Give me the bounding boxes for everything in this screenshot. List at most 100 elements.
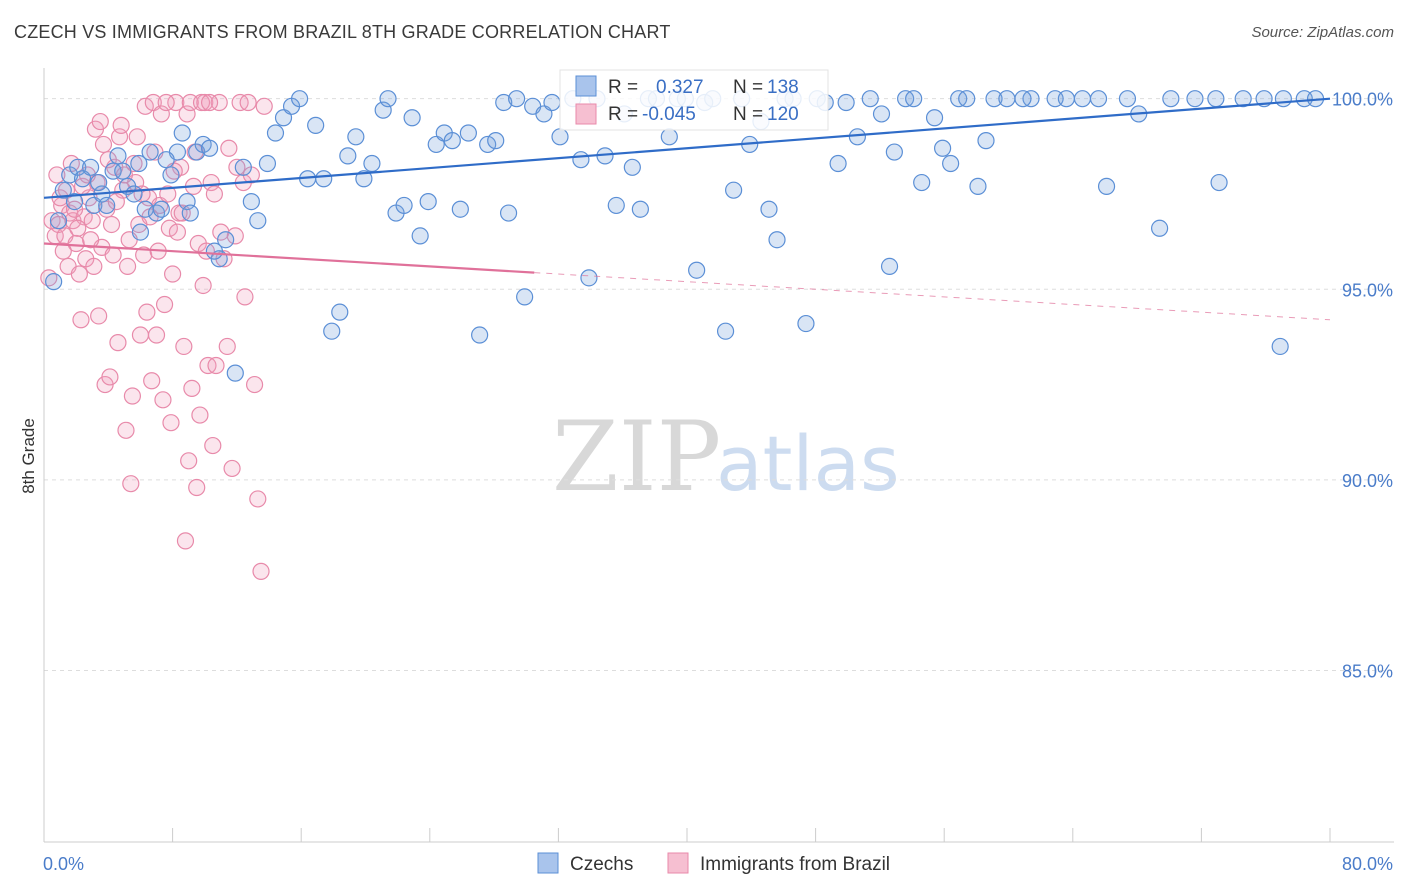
data-point [114, 162, 132, 180]
data-point [239, 93, 257, 112]
data-point [162, 166, 180, 184]
data-point [379, 90, 397, 108]
data-point [123, 387, 142, 405]
data-point [147, 326, 166, 344]
data-point [72, 311, 90, 329]
data-point [443, 132, 461, 150]
data-point [122, 475, 140, 493]
y-axis-label: 8th Grade [19, 418, 38, 494]
data-point [112, 116, 130, 134]
data-point [913, 173, 931, 192]
data-point [107, 193, 125, 211]
data-point [1057, 90, 1075, 108]
data-point [1162, 90, 1180, 108]
data-point [176, 532, 195, 550]
bottom-legend-czechs-label: Czechs [570, 854, 633, 875]
data-point [85, 257, 103, 276]
data-point [175, 337, 193, 356]
legend-czechs-r-label: R = [608, 77, 638, 98]
data-point [162, 414, 180, 432]
data-point [861, 90, 879, 108]
data-point [623, 158, 641, 176]
data-point [837, 93, 855, 112]
data-point [942, 154, 960, 173]
data-point [1014, 90, 1032, 108]
data-point [471, 326, 489, 344]
data-point [499, 204, 518, 222]
data-point [323, 322, 341, 340]
data-point [183, 379, 201, 397]
series-czechs-points [45, 90, 1325, 382]
data-point [200, 139, 219, 157]
data-point [218, 337, 236, 356]
data-point [631, 200, 649, 218]
legend-brazil-n-value: 120 [767, 104, 799, 125]
data-point [181, 204, 199, 222]
data-point [1073, 90, 1092, 108]
source-label: Source: ZipAtlas.com [1251, 24, 1394, 41]
data-point [160, 219, 178, 237]
data-point [339, 147, 357, 165]
data-point [403, 109, 421, 127]
top-legend-box [559, 69, 829, 131]
data-point [249, 490, 267, 508]
data-point [1186, 90, 1204, 108]
data-point [1118, 90, 1137, 108]
data-point [125, 185, 143, 203]
data-point [45, 273, 63, 291]
data-point [131, 223, 150, 241]
data-point [551, 128, 569, 146]
data-point [1151, 219, 1169, 237]
data-point [258, 154, 277, 173]
bottom-legend-brazil-label: Immigrants from Brazil [700, 854, 890, 875]
data-point [154, 391, 172, 409]
data-point [54, 181, 72, 199]
legend-brazil-r-value: -0.045 [642, 104, 696, 125]
data-point [207, 356, 225, 375]
data-point [1234, 90, 1252, 108]
data-point [252, 562, 270, 580]
data-point [958, 90, 976, 108]
data-point [479, 135, 497, 154]
data-point [167, 93, 185, 112]
trend-lines [43, 97, 1331, 321]
data-point [90, 173, 108, 192]
data-point [104, 246, 122, 264]
x-tick-label-max: 80.0% [1342, 854, 1393, 874]
data-point [220, 139, 238, 157]
data-point [487, 132, 505, 150]
data-point [829, 154, 847, 173]
trend-line-brazil-extension [534, 272, 1331, 321]
legend-brazil-r-label: R = [608, 104, 638, 125]
legend-czechs-r-value: 0.327 [656, 77, 704, 98]
bottom-legend: Czechs Immigrants from Brazil [537, 852, 890, 875]
data-point [159, 185, 177, 203]
data-point [91, 112, 109, 131]
data-point [48, 166, 66, 184]
bottom-legend-czechs-swatch [537, 852, 559, 874]
data-point [347, 128, 365, 146]
data-point [977, 132, 995, 150]
data-point [101, 368, 119, 386]
data-point [307, 116, 325, 134]
data-point [290, 90, 309, 108]
data-point [117, 421, 135, 439]
data-point [180, 452, 198, 470]
data-point [65, 193, 84, 211]
trend-line-czechs [43, 97, 1331, 199]
data-point [118, 257, 137, 276]
data-point [205, 242, 223, 260]
data-point [768, 231, 786, 249]
data-point [205, 185, 223, 203]
data-point [109, 334, 127, 352]
legend-czechs-n-value: 138 [767, 77, 799, 98]
data-point [223, 459, 241, 478]
data-point [363, 154, 381, 173]
trend-line-brazil [43, 242, 535, 274]
data-point [82, 158, 100, 176]
data-point [543, 93, 561, 112]
data-point [131, 326, 150, 344]
data-point [848, 128, 866, 146]
data-point [607, 196, 625, 215]
